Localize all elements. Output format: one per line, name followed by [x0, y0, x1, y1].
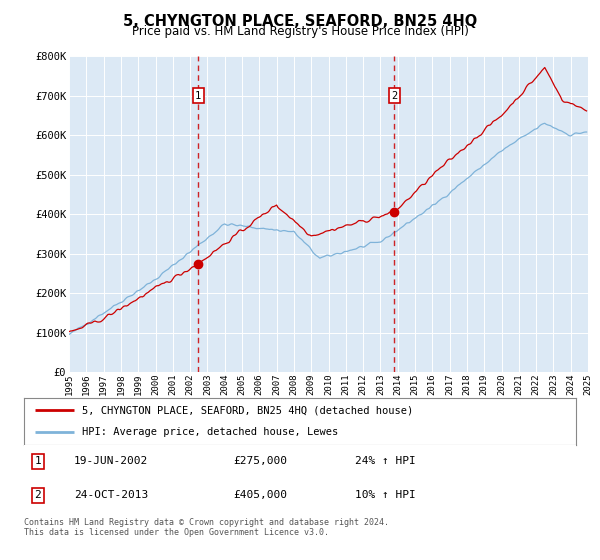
Text: 5, CHYNGTON PLACE, SEAFORD, BN25 4HQ: 5, CHYNGTON PLACE, SEAFORD, BN25 4HQ: [123, 14, 477, 29]
Text: Contains HM Land Registry data © Crown copyright and database right 2024.
This d: Contains HM Land Registry data © Crown c…: [24, 518, 389, 538]
Text: £275,000: £275,000: [234, 456, 288, 466]
Text: 24% ↑ HPI: 24% ↑ HPI: [355, 456, 416, 466]
Text: 19-JUN-2002: 19-JUN-2002: [74, 456, 148, 466]
Text: HPI: Average price, detached house, Lewes: HPI: Average price, detached house, Lewe…: [82, 427, 338, 437]
Text: 10% ↑ HPI: 10% ↑ HPI: [355, 491, 416, 501]
Text: £405,000: £405,000: [234, 491, 288, 501]
Text: 2: 2: [391, 91, 398, 101]
Text: 1: 1: [34, 456, 41, 466]
Text: 24-OCT-2013: 24-OCT-2013: [74, 491, 148, 501]
Text: 5, CHYNGTON PLACE, SEAFORD, BN25 4HQ (detached house): 5, CHYNGTON PLACE, SEAFORD, BN25 4HQ (de…: [82, 405, 413, 416]
Text: 2: 2: [34, 491, 41, 501]
Text: 1: 1: [195, 91, 202, 101]
Text: Price paid vs. HM Land Registry's House Price Index (HPI): Price paid vs. HM Land Registry's House …: [131, 25, 469, 38]
